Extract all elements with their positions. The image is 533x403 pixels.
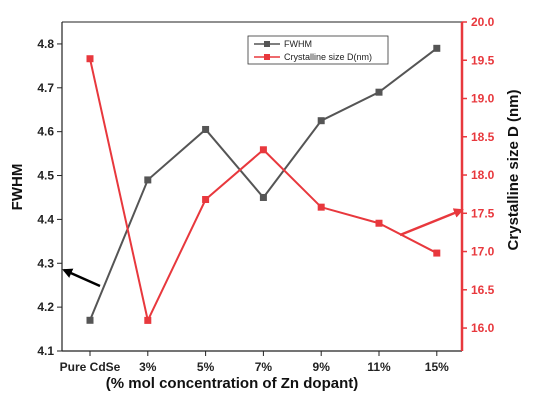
- legend-label-crystalline: Crystalline size D(nm): [284, 52, 372, 62]
- data-point-crystalline-size: [317, 203, 325, 211]
- series-layer: [86, 44, 441, 324]
- data-point-fwhm: [259, 193, 267, 201]
- left-tick-label: 4.6: [37, 125, 54, 139]
- data-point-crystalline-size: [375, 219, 383, 227]
- legend-item-fwhm: FWHM: [254, 39, 312, 49]
- legend-marker-fwhm: [264, 41, 270, 47]
- data-point-crystalline-size: [86, 55, 94, 63]
- left-tick-label: 4.3: [37, 256, 54, 270]
- x-tick-label: 7%: [255, 360, 273, 374]
- legend-box: [247, 35, 389, 65]
- x-tick-label: 11%: [367, 360, 391, 374]
- arrow-to-right-axis: [399, 208, 464, 237]
- legend-item-crystalline: Crystalline size D(nm): [254, 52, 372, 62]
- left-tick-label: 4.1: [37, 344, 54, 358]
- series-line-fwhm: [89, 47, 438, 321]
- legend-label-fwhm: FWHM: [284, 39, 312, 49]
- left-axis-ticks: 4.1 4.2 4.3 4.4 4.5 4.6 4.7 4.8: [37, 37, 62, 358]
- right-tick-label: 16.5: [471, 283, 495, 297]
- data-point-crystalline-size: [259, 146, 267, 154]
- legend: FWHM Crystalline size D(nm): [247, 35, 389, 65]
- series-line-crystalline-size: [89, 58, 438, 324]
- right-tick-label: 16.0: [471, 321, 495, 335]
- left-tick-label: 4.2: [37, 300, 54, 314]
- x-tick-label: 15%: [425, 360, 449, 374]
- right-tick-label: 19.5: [471, 53, 495, 67]
- right-tick-label: 18.5: [471, 130, 495, 144]
- annotation-arrows: [62, 208, 464, 288]
- data-point-crystalline-size: [144, 316, 152, 324]
- right-tick-label: 17.0: [471, 245, 495, 259]
- x-tick-label: 3%: [139, 360, 157, 374]
- data-point-fwhm: [86, 316, 94, 324]
- data-point-crystalline-size: [202, 196, 210, 204]
- y-axis-right-title: Crystalline size D (nm): [505, 90, 522, 251]
- x-axis-ticks: Pure CdSe 3% 5% 7% 9% 11% 15%: [60, 351, 449, 374]
- x-tick-label: 5%: [197, 360, 215, 374]
- data-point-fwhm: [375, 88, 383, 96]
- y-axis-left-title: FWHM: [9, 164, 26, 211]
- data-point-fwhm: [433, 44, 441, 52]
- data-point-fwhm: [144, 176, 152, 184]
- right-tick-label: 19.0: [471, 92, 495, 106]
- left-tick-label: 4.8: [37, 37, 54, 51]
- x-tick-label: 9%: [313, 360, 331, 374]
- arrow-to-left-axis: [62, 268, 101, 288]
- left-tick-label: 4.5: [37, 169, 54, 183]
- plot-frame: [61, 21, 464, 352]
- data-point-fwhm: [202, 125, 210, 133]
- x-axis-title: (% mol concentration of Zn dopant): [106, 375, 358, 392]
- left-tick-label: 4.4: [37, 212, 54, 226]
- legend-marker-crystalline: [264, 54, 270, 60]
- left-tick-label: 4.7: [37, 81, 54, 95]
- right-tick-label: 20.0: [471, 15, 495, 29]
- x-tick-label: Pure CdSe: [60, 360, 121, 374]
- data-point-crystalline-size: [433, 249, 441, 257]
- data-point-fwhm: [317, 117, 325, 125]
- right-axis-ticks: 16.0 16.5 17.0 17.5 18.0 18.5 19.0 19.5 20.0: [462, 15, 495, 335]
- right-tick-label: 18.0: [471, 168, 495, 182]
- right-tick-label: 17.5: [471, 206, 495, 220]
